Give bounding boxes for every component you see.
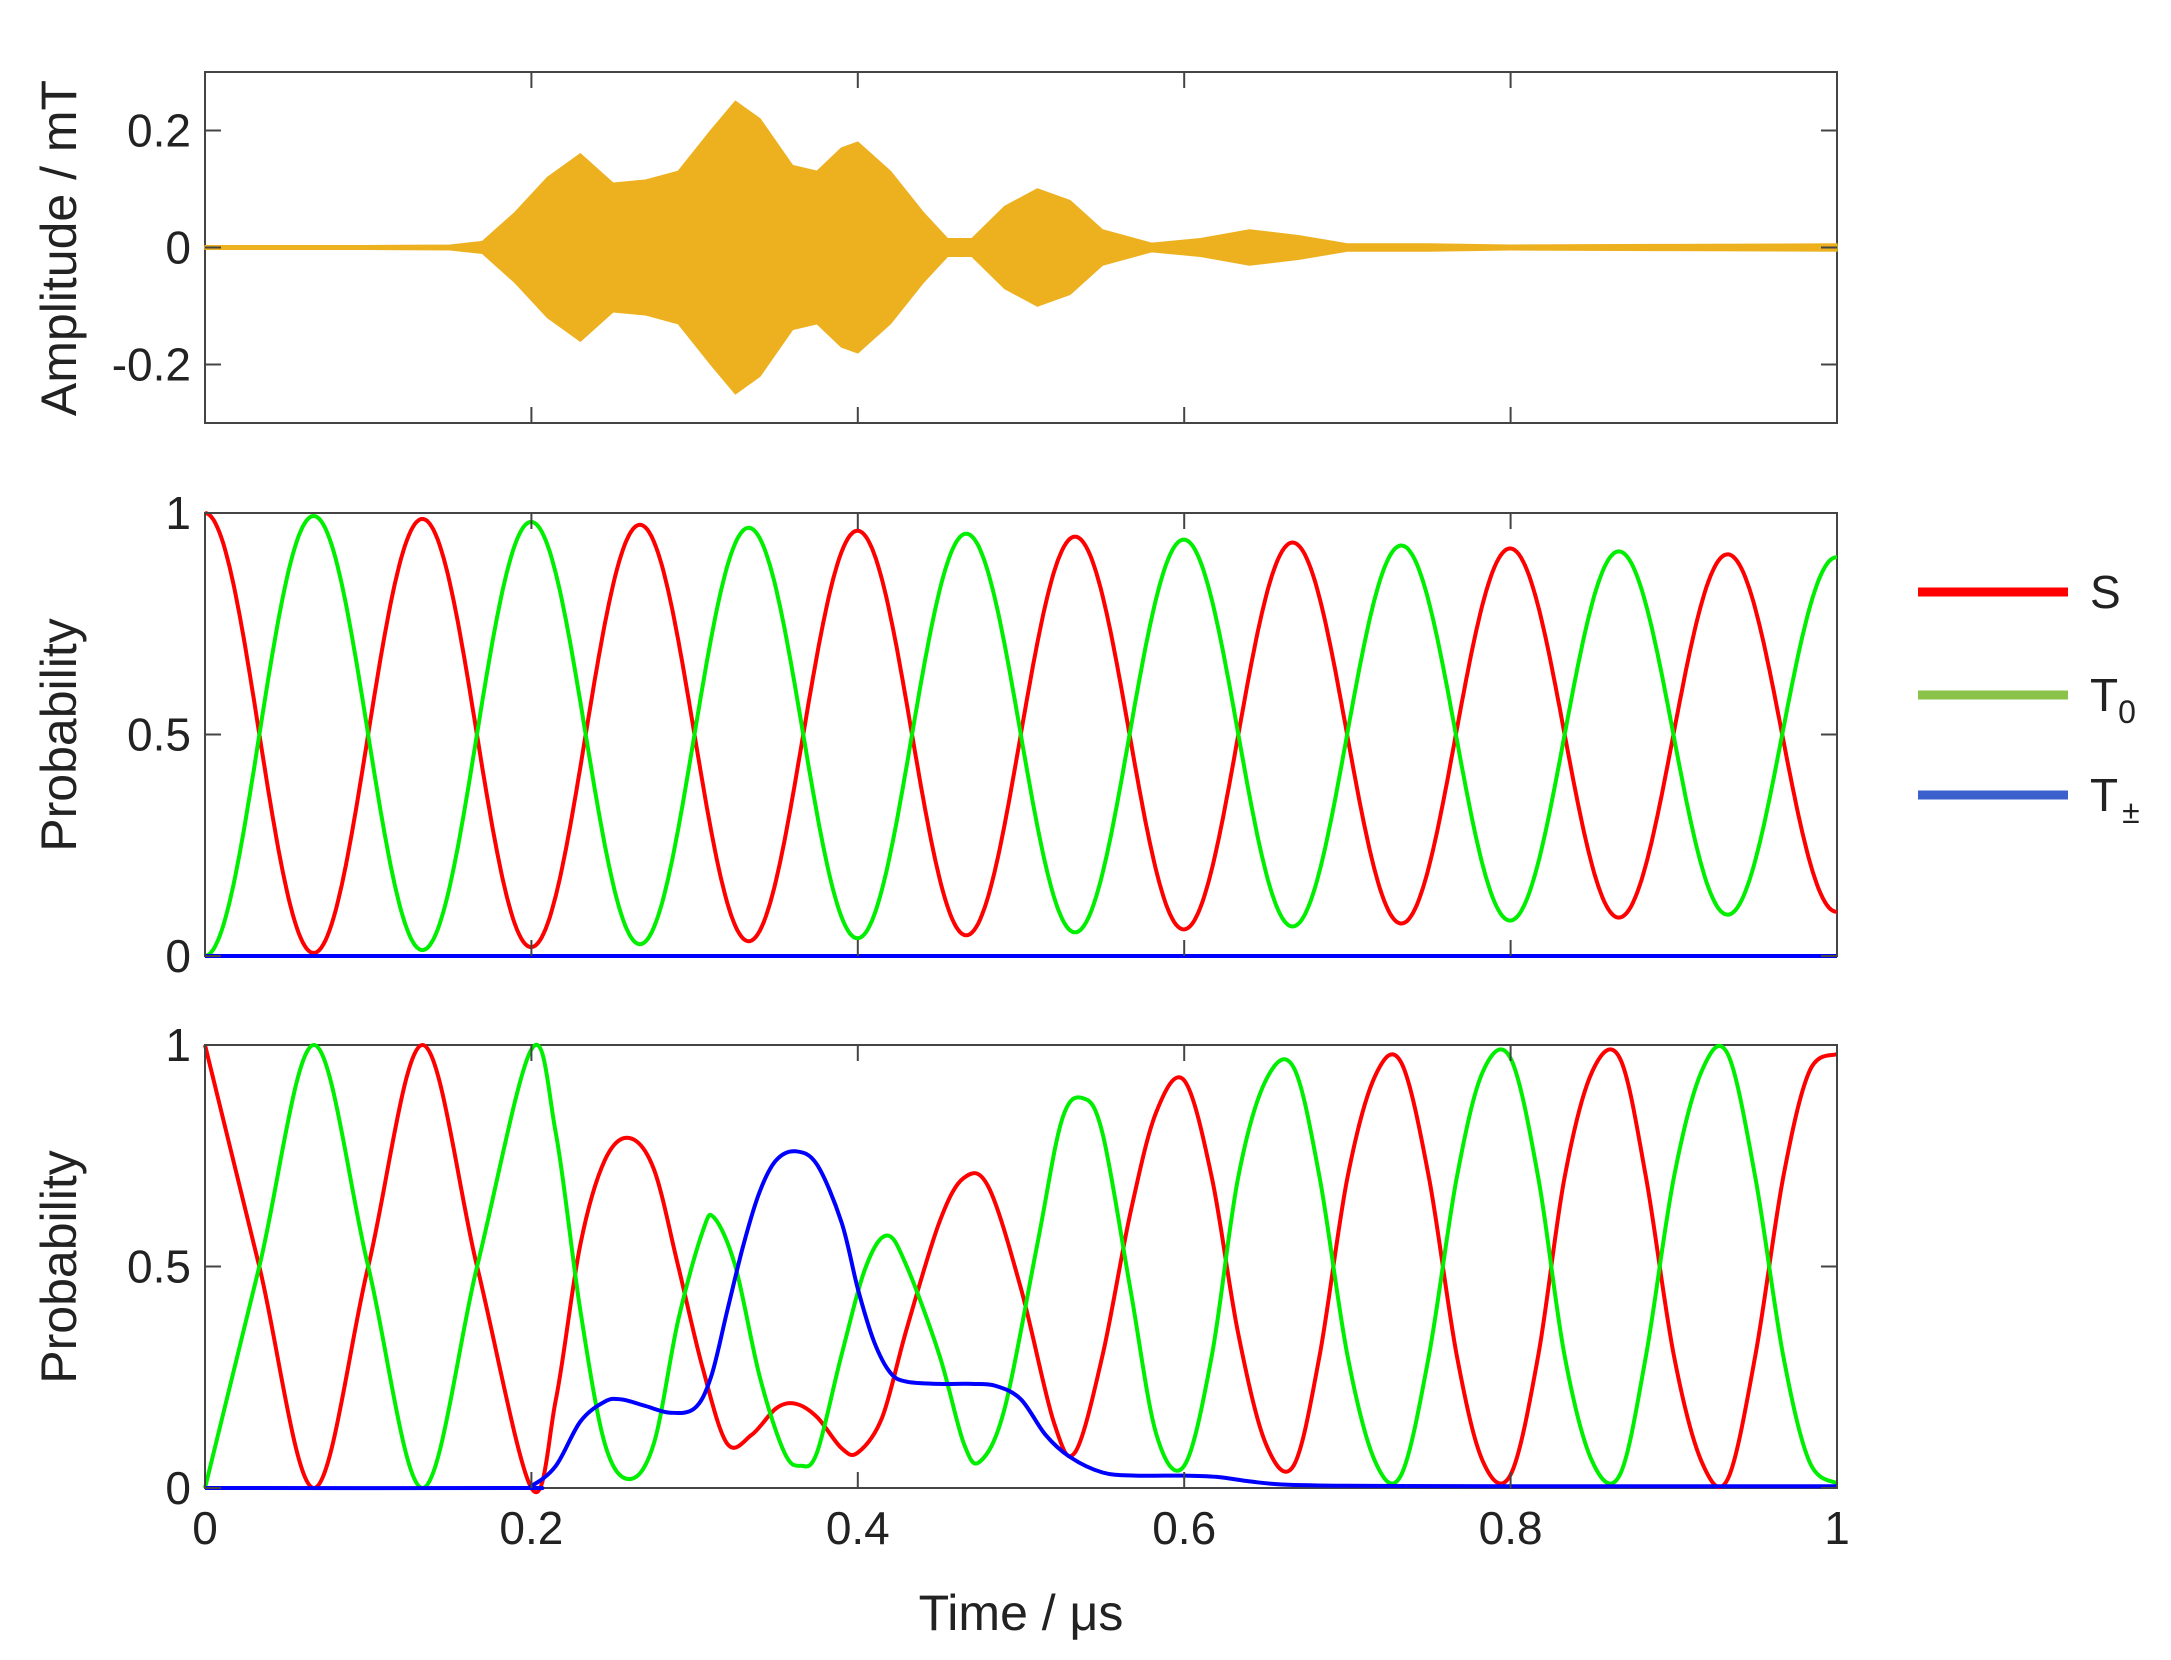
x-tick-label: 0.6	[1152, 1502, 1216, 1554]
y-tick-label: 0.2	[127, 105, 191, 157]
y-tick-label: 0	[165, 222, 191, 274]
amplitude-y-label: Amplitude / mT	[31, 80, 87, 416]
amplitude-envelope	[204, 100, 1838, 395]
legend-label-tpm: T ±	[2090, 769, 2140, 830]
x-tick-label: 0.4	[826, 1502, 890, 1554]
legend: S T0 T ±	[1918, 566, 2140, 830]
legend-label-s: S	[2090, 566, 2121, 618]
legend-label-t0: T0	[2090, 669, 2136, 730]
probability-panel-bottom: 00.51 0 0.2 0.4 0.6 0.8 1 Probability Time / …	[31, 1019, 1850, 1641]
probability-top-series-group	[204, 511, 1838, 958]
series-line-S	[203, 1043, 1839, 1494]
probability-top-y-label: Probability	[31, 618, 87, 851]
time-x-label: Time / μs	[919, 1585, 1124, 1641]
x-tick-label: 0.8	[1479, 1502, 1543, 1554]
amplitude-envelope-group	[204, 100, 1838, 395]
x-tick-label: 0.2	[499, 1502, 563, 1554]
legend-label-t0-sub: 0	[2118, 694, 2136, 730]
x-tick-label: 1	[1824, 1502, 1850, 1554]
x-tick-label: 0	[192, 1502, 218, 1554]
y-tick-label: -0.2	[112, 339, 191, 391]
time-x-ticks: 0 0.2 0.4 0.6 0.8 1	[192, 1502, 1850, 1554]
probability-bottom-series-group	[203, 1042, 1839, 1494]
probability-bottom-y-ticks: 00.51	[127, 1019, 1838, 1514]
probability-panel-top: 00.51 Probability	[31, 487, 1838, 982]
y-tick-label: 1	[165, 487, 191, 539]
y-tick-label: 1	[165, 1019, 191, 1071]
legend-label-tpm-sub: ±	[2122, 794, 2140, 830]
probability-bottom-y-label: Probability	[31, 1150, 87, 1383]
y-tick-label: 0.5	[127, 1241, 191, 1293]
legend-label-t0-main: T	[2090, 669, 2118, 721]
probability-bottom-axes-frame	[204, 1044, 1838, 1489]
probability-top-y-ticks: 00.51	[127, 487, 1838, 982]
y-tick-label: 0	[165, 1462, 191, 1514]
y-tick-label: 0	[165, 930, 191, 982]
series-line-Tpm	[204, 1149, 1837, 1491]
legend-label-tpm-main: T	[2090, 769, 2118, 821]
series-line-T0	[203, 1042, 1839, 1490]
y-tick-label: 0.5	[127, 709, 191, 761]
series-line-T0	[204, 514, 1838, 958]
amplitude-panel: -0.2 0 0.2 Amplitude / mT	[31, 71, 1838, 424]
amplitude-y-ticks: -0.2 0 0.2	[112, 72, 1838, 423]
